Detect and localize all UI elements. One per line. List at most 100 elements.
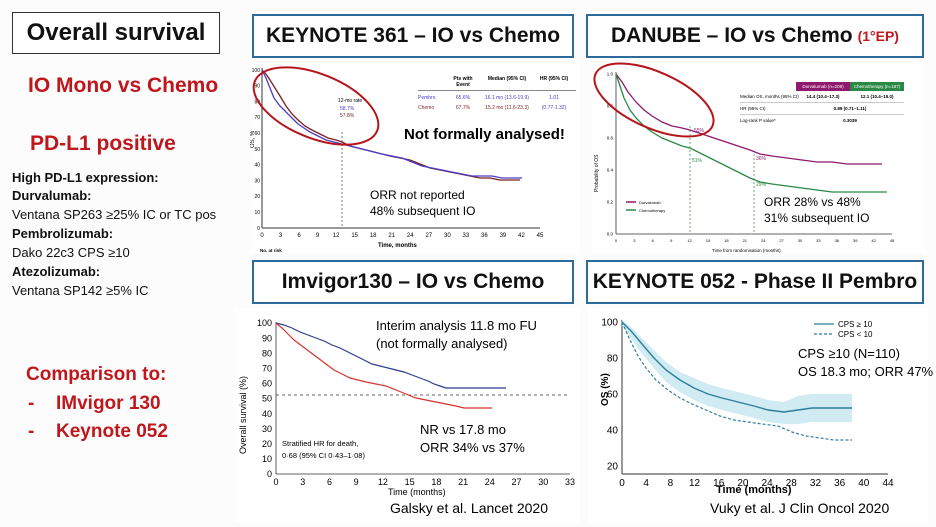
k361-chemo-events: 67.7% [455,105,471,111]
danube-title: DANUBE – IO vs Chemo (1°EP) [586,14,924,58]
imv-x-tick-4: 12 [378,477,388,487]
danube-y-tick-3: 0.4 [607,168,614,173]
drug-pembrolizumab: Pembrolizumab: [12,226,114,241]
k052-x-tick-3: 12 [689,478,701,489]
danube-pct-durva-12: 55% [694,128,705,134]
k361-hr: 1.01 [549,95,559,101]
k052-cps-2: OS 18.3 mo; ORR 47% [798,364,934,379]
imv-y-tick-4: 60 [262,379,272,389]
k361-at-risk: No. at risk [260,248,282,253]
k052-x-tick-10: 40 [858,478,870,489]
imv-x-tick-10: 30 [538,477,548,487]
k052-y-tick-1: 80 [607,354,619,365]
danube-col-durva: Durvalumab (n=209) [796,82,850,91]
danube-legend-chemo: Chemotherapy [639,208,665,213]
danube-table: Durvalumab (n=209) Chemotherapy (n=187) … [740,82,904,126]
k052-x-ticks: 0 4 8 12 16 20 24 28 32 36 40 44 [619,478,894,489]
k361-x-tick-3: 9 [316,233,320,239]
k361-x-tick-10: 30 [444,233,451,239]
danube-xlabel: Time from randomisation (months) [712,248,781,253]
danube-pct-durva-24: 36% [756,156,767,162]
danube-row-median-label: Median OS, months (95% CI) [740,94,799,99]
k361-xlabel: Time, months [378,243,418,249]
imv-x-tick-1: 3 [300,477,305,487]
k361-y-tick-6: 40 [254,163,260,169]
k052-legend-low: CPS < 10 [838,330,873,339]
imv-x-ticks: 0 3 6 9 12 15 18 21 24 27 30 33 [273,477,575,487]
imv-x-tick-5: 15 [405,477,415,487]
keynote361-panel: OS, % 100 90 80 70 60 50 40 30 20 10 0 0 3 6 9 12 15 18 2… [250,62,580,254]
k052-x-tick-7: 28 [786,478,798,489]
k361-pembro-events: 65.6% [455,95,471,101]
k361-y-tick-3: 70 [254,115,260,121]
k361-y-tick-5: 50 [254,147,260,153]
danube-x-tick-5: 15 [706,238,711,243]
k052-y-tick-3: 40 [607,426,619,437]
k361-y-tick-7: 30 [254,178,260,184]
k361-note: Not formally analysed! [404,126,565,143]
danube-x-tick-9: 27 [779,238,784,243]
imv-hr-2: 0·68 (95% CI 0·43–1·08) [282,451,365,460]
k052-cps-low-curve [621,321,852,441]
danube-durva-curve [615,73,882,165]
k361-rate-chemo: 57.8% [340,113,355,119]
k361-col-events: Pts with Event [453,76,473,88]
k361-x-ticks: 0 3 6 9 12 15 18 21 24 27 30 33 36 39 42 45 [260,233,544,239]
assay-atezolizumab: Ventana SP142 ≥5% IC [12,283,149,298]
imv-x-tick-8: 24 [485,477,495,487]
danube-title-ep: (1°EP) [857,28,899,44]
danube-title-main: DANUBE – IO vs Chemo [611,24,853,47]
imv-x-tick-3: 9 [354,477,359,487]
danube-chemo-curve [615,73,887,193]
k361-row-chemo: Chemo [418,105,435,111]
danube-hr-value: 0.89 (0.71–1.11) [833,106,867,111]
k361-y-tick-2: 80 [254,99,260,105]
imv-interim-1: Interim analysis 11.8 mo FU [376,318,537,333]
k052-legend-high: CPS ≥ 10 [838,320,873,329]
k361-chemo-median: 15.2 mo (11.6-23.3) [485,105,529,111]
comparison-heading: Comparison to: [26,364,167,385]
danube-x-tick-6: 18 [724,238,729,243]
k052-xlabel: Time (months) [716,484,792,496]
k361-row-pembro: Pembro [418,95,436,101]
imv-y-tick-3: 70 [262,363,272,373]
k361-y-tick-4: 60 [254,131,260,137]
imv-x-tick-11: 33 [565,477,575,487]
k361-x-tick-12: 36 [481,233,488,239]
danube-x-tick-13: 39 [853,238,858,243]
danube-y-tick-4: 0.2 [607,200,614,205]
danube-x-tick-8: 24 [761,238,766,243]
danube-x-tick-12: 36 [835,238,840,243]
k361-hr-ci: (0.77-1.32) [541,105,567,111]
k052-x-tick-5: 20 [737,478,749,489]
k052-x-tick-11: 44 [882,478,894,489]
k361-ylabel: OS, % [250,130,256,148]
comparison-dash-1: - [28,393,35,414]
keynote052-title: KEYNOTE 052 - Phase II Pembro [586,260,924,304]
imv-x-tick-0: 0 [273,477,278,487]
k052-y-tick-2: 60 [607,390,619,401]
k361-x-tick-8: 24 [407,233,414,239]
k361-y-tick-8: 20 [254,194,260,200]
k052-x-tick-2: 8 [668,478,674,489]
imv-x-tick-9: 27 [512,477,522,487]
high-expression-heading: High PD-L1 expression: [12,170,159,185]
imv-nr: NR vs 17.8 mo [420,422,506,437]
k052-ylabel: OS (%) [600,373,611,406]
k361-pembro-curve [261,69,522,179]
danube-x-tick-3: 9 [670,238,673,243]
imv-y-tick-6: 40 [262,409,272,419]
danube-x-tick-11: 33 [816,238,821,243]
comparison-dash-2: - [28,421,35,442]
k361-y-tick-9: 10 [254,210,260,216]
danube-row-p-label: Log-rank P value* [740,118,776,123]
imv-ylabel: Overall survival (%) [238,376,248,454]
imv-y-tick-0: 100 [257,318,272,328]
k361-x-tick-5: 15 [351,233,358,239]
danube-pct-chemo-12: 51% [692,158,703,164]
danube-x-tick-4: 12 [687,238,692,243]
